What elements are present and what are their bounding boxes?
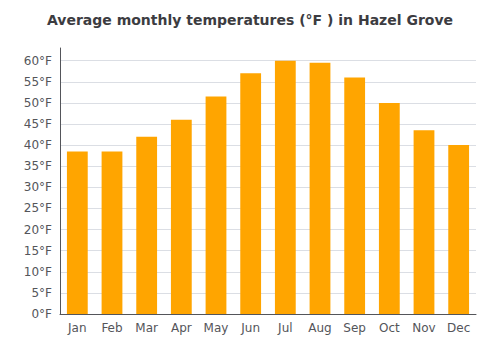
svg-text:Jun: Jun — [240, 321, 260, 335]
svg-text:60°F: 60°F — [24, 54, 52, 68]
svg-text:Jan: Jan — [67, 321, 87, 335]
svg-text:40°F: 40°F — [24, 138, 52, 152]
svg-text:25°F: 25°F — [24, 201, 52, 215]
svg-text:Apr: Apr — [171, 321, 192, 335]
svg-text:0°F: 0°F — [31, 307, 52, 321]
svg-text:10°F: 10°F — [24, 265, 52, 279]
svg-text:Average monthly temperatures (: Average monthly temperatures (°F ) in Ha… — [47, 12, 453, 28]
svg-text:Aug: Aug — [308, 321, 331, 335]
svg-text:20°F: 20°F — [24, 223, 52, 237]
svg-text:Dec: Dec — [447, 321, 470, 335]
svg-text:5°F: 5°F — [31, 286, 52, 300]
svg-text:50°F: 50°F — [24, 96, 52, 110]
svg-text:May: May — [204, 321, 229, 335]
svg-text:Oct: Oct — [379, 321, 400, 335]
svg-text:55°F: 55°F — [24, 75, 52, 89]
svg-text:Nov: Nov — [412, 321, 435, 335]
svg-text:Feb: Feb — [101, 321, 122, 335]
svg-text:Mar: Mar — [135, 321, 158, 335]
svg-text:Jul: Jul — [277, 321, 292, 335]
svg-text:Sep: Sep — [343, 321, 366, 335]
svg-text:15°F: 15°F — [24, 244, 52, 258]
svg-text:30°F: 30°F — [24, 180, 52, 194]
svg-text:45°F: 45°F — [24, 117, 52, 131]
svg-text:35°F: 35°F — [24, 159, 52, 173]
